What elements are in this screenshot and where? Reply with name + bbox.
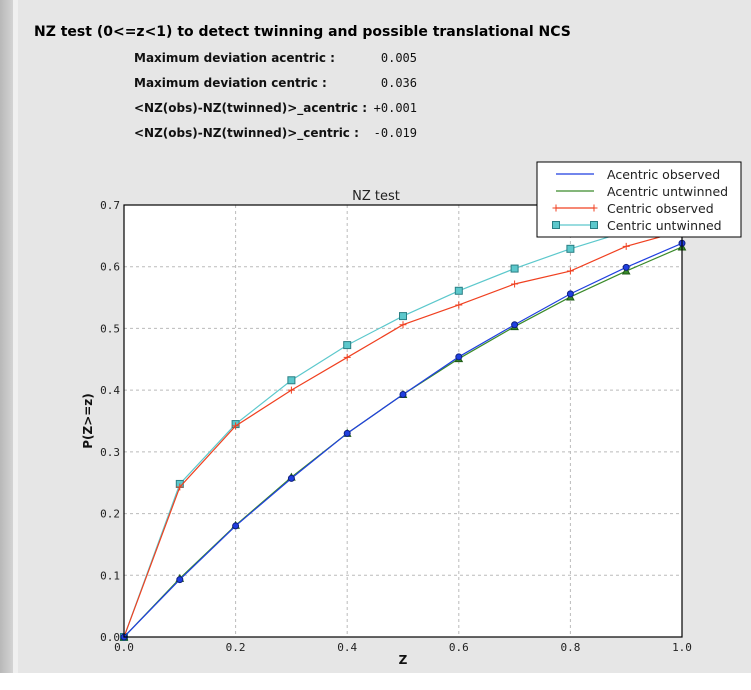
y-tick-label: 0.1 [100, 569, 120, 582]
plot-frame [123, 204, 683, 638]
legend-label-acentric-observed: Acentric observed [607, 167, 720, 182]
window-edge-highlight [13, 0, 18, 673]
stat-label: Maximum deviation centric : [134, 76, 327, 90]
stat-value: +0.001 [373, 101, 417, 115]
centric-untwinned-point [454, 286, 463, 295]
legend: Acentric observed Acentric untwinned Centr… [536, 161, 742, 238]
stat-label: <NZ(obs)-NZ(twinned)>_acentric : [134, 101, 367, 115]
chart-title: NZ test [352, 189, 400, 204]
x-axis-label: Z [399, 653, 408, 667]
y-tick-label: 0.5 [100, 322, 120, 335]
stat-label: Maximum deviation acentric : [134, 51, 335, 65]
stat-value: 0.005 [380, 51, 417, 65]
stat-value: -0.019 [373, 126, 417, 140]
x-tick-label: 0.4 [337, 641, 357, 654]
x-tick-label: 1.0 [672, 641, 692, 654]
y-axis-label: P(Z>=z) [81, 393, 95, 449]
centric-observed-point [622, 242, 630, 250]
centric-observed-point [511, 280, 519, 288]
centric-observed-point [343, 353, 351, 361]
centric-untwinned-point [287, 376, 296, 385]
centric-untwinned-point [343, 341, 352, 350]
centric-observed-point [566, 267, 574, 275]
y-tick-label: 0.2 [100, 508, 120, 521]
legend-label-acentric-untwinned: Acentric untwinned [607, 184, 728, 199]
x-tick-label: 0.0 [114, 641, 134, 654]
acentric-observed-point [399, 390, 407, 398]
legend-marker-centric-untwinned [590, 221, 598, 229]
centric-untwinned-point [566, 244, 575, 253]
y-tick-label: 0.0 [100, 631, 120, 644]
y-tick-label: 0.6 [100, 261, 120, 274]
y-tick-label: 0.7 [100, 199, 120, 212]
centric-untwinned-point [399, 312, 407, 321]
legend-label-centric-observed: Centric observed [607, 201, 714, 216]
legend-marker-centric-observed [590, 204, 598, 212]
y-tick-label: 0.4 [100, 384, 120, 397]
x-tick-label: 0.2 [226, 641, 246, 654]
legend-marker-centric-untwinned [552, 221, 560, 229]
x-tick-label: 0.8 [560, 641, 580, 654]
acentric-observed-point [176, 576, 184, 584]
centric-observed-point [287, 386, 295, 394]
acentric-observed-point [455, 353, 463, 361]
acentric-observed-point [566, 290, 574, 298]
acentric-observed-point [622, 263, 630, 271]
centric-untwinned-point [510, 264, 519, 273]
section-title: NZ test (0<=z<1) to detect twinning and … [34, 24, 571, 40]
centric-observed-point [176, 483, 184, 491]
plot-area [124, 205, 682, 637]
y-tick-label: 0.3 [100, 446, 120, 459]
window-edge [0, 0, 13, 673]
centric-observed-point [399, 321, 407, 329]
legend-marker-centric-observed [552, 204, 560, 212]
stat-label: <NZ(obs)-NZ(twinned)>_centric : [134, 126, 359, 140]
acentric-observed-point [287, 474, 295, 482]
legend-label-centric-untwinned: Centric untwinned [607, 218, 722, 233]
acentric-observed-point [343, 429, 351, 437]
stat-value: 0.036 [380, 76, 417, 90]
acentric-observed-point [511, 321, 519, 329]
x-tick-label: 0.6 [449, 641, 469, 654]
acentric-observed-point [232, 522, 240, 530]
centric-observed-point [232, 422, 240, 430]
centric-observed-point [455, 301, 463, 309]
